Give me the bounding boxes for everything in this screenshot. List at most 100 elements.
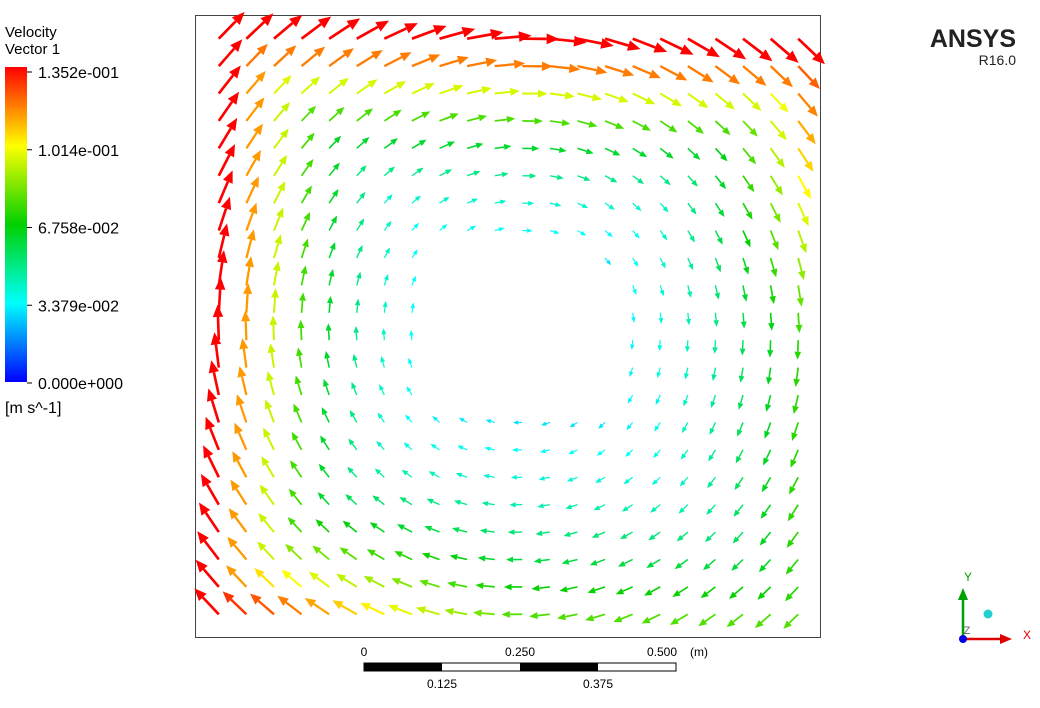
- vector-head: [683, 399, 688, 407]
- vector-head: [198, 502, 211, 516]
- vector-head: [644, 589, 653, 596]
- vector-head: [359, 191, 366, 199]
- vector-head: [479, 528, 487, 534]
- vector-head: [264, 399, 273, 410]
- vector-shaft: [466, 227, 472, 232]
- vector-head: [243, 283, 253, 295]
- vector-shaft: [763, 558, 772, 568]
- vector-head: [230, 479, 241, 492]
- vector-shaft: [379, 444, 385, 451]
- vector-head: [361, 136, 370, 145]
- vector-shaft: [680, 558, 689, 566]
- vector-shaft: [710, 476, 716, 484]
- vector-head: [348, 438, 355, 446]
- vector-shaft: [740, 367, 744, 377]
- vector-head: [654, 425, 660, 432]
- vector-shaft: [568, 558, 578, 563]
- vector-head: [236, 394, 245, 406]
- vector-shaft: [484, 557, 495, 561]
- vector-shaft: [596, 558, 606, 564]
- vector-head: [313, 46, 326, 58]
- vector-head: [374, 468, 382, 475]
- vector-head: [458, 417, 465, 423]
- vector-shaft: [434, 446, 440, 451]
- vector-head: [568, 63, 581, 73]
- vector-head: [632, 288, 637, 295]
- legend-tick-label: 3.379e-002: [38, 298, 119, 315]
- vector-head: [588, 120, 598, 128]
- vector-shaft: [565, 613, 578, 618]
- vector-shaft: [549, 175, 558, 178]
- vector-shaft: [714, 202, 722, 212]
- vector-head: [778, 102, 789, 113]
- vector-head: [387, 604, 399, 613]
- vector-head: [408, 357, 413, 364]
- vector-shaft: [572, 476, 578, 480]
- vector-head: [405, 414, 411, 421]
- vector-shaft: [794, 394, 800, 407]
- vector-head: [785, 50, 799, 63]
- vector-head: [637, 177, 645, 185]
- vector-head: [261, 456, 270, 467]
- vector-shaft: [300, 219, 308, 231]
- vector-head: [364, 108, 374, 117]
- vector-shaft: [240, 376, 248, 396]
- vector-shaft: [210, 399, 221, 423]
- vector-head: [395, 80, 407, 90]
- vector-shaft: [411, 280, 415, 286]
- vector-head: [808, 77, 820, 90]
- vector-head: [509, 87, 520, 96]
- vector-shaft: [707, 558, 716, 566]
- vector-head: [784, 593, 793, 602]
- vector-head: [277, 181, 286, 192]
- vector-shaft: [658, 367, 661, 373]
- vector-head: [671, 98, 682, 107]
- vector-shaft: [296, 410, 303, 423]
- vector-shaft: [632, 120, 644, 128]
- vector-head: [318, 463, 326, 472]
- vector-head: [453, 84, 464, 93]
- vector-head: [526, 228, 533, 233]
- vector-shaft: [566, 586, 578, 591]
- vector-head: [541, 61, 553, 71]
- vector-head: [416, 167, 424, 174]
- vector-head: [621, 506, 629, 512]
- vector-head: [221, 196, 232, 211]
- vector-shaft: [549, 147, 560, 151]
- vector-head: [449, 113, 459, 120]
- vector-shaft: [217, 208, 228, 231]
- vector-head: [366, 549, 376, 557]
- vector-head: [293, 403, 301, 413]
- vector-head: [413, 222, 419, 229]
- vector-head: [290, 460, 298, 470]
- vector-head: [444, 607, 454, 616]
- vector-head: [776, 158, 785, 168]
- vector-head: [498, 227, 505, 232]
- vector-shaft: [791, 504, 799, 515]
- vector-head: [802, 188, 812, 200]
- vector-head: [639, 150, 648, 158]
- vector-shaft: [742, 175, 751, 186]
- vector-shaft: [343, 577, 358, 588]
- vector-head: [513, 59, 526, 69]
- vector-head: [739, 348, 746, 356]
- vector-shaft: [245, 21, 266, 40]
- vector-head: [795, 324, 803, 334]
- vector-shaft: [328, 194, 336, 204]
- legend-ticks: 1.352e-001 1.014e-001 6.758e-002 3.379e-002…: [27, 65, 123, 393]
- vector-shaft: [300, 165, 310, 177]
- vector-head: [770, 268, 778, 278]
- vector-shaft: [713, 367, 717, 375]
- vector-head: [559, 586, 568, 593]
- vector-head: [715, 264, 722, 273]
- vector-shaft: [273, 21, 294, 40]
- vector-head: [205, 416, 216, 431]
- vector-shaft: [797, 65, 814, 82]
- vector-head: [424, 83, 435, 91]
- vector-shaft: [356, 25, 379, 40]
- color-bar: [5, 67, 27, 382]
- vector-head: [414, 195, 421, 202]
- vector-shaft: [659, 65, 679, 77]
- vector-shaft: [714, 92, 729, 105]
